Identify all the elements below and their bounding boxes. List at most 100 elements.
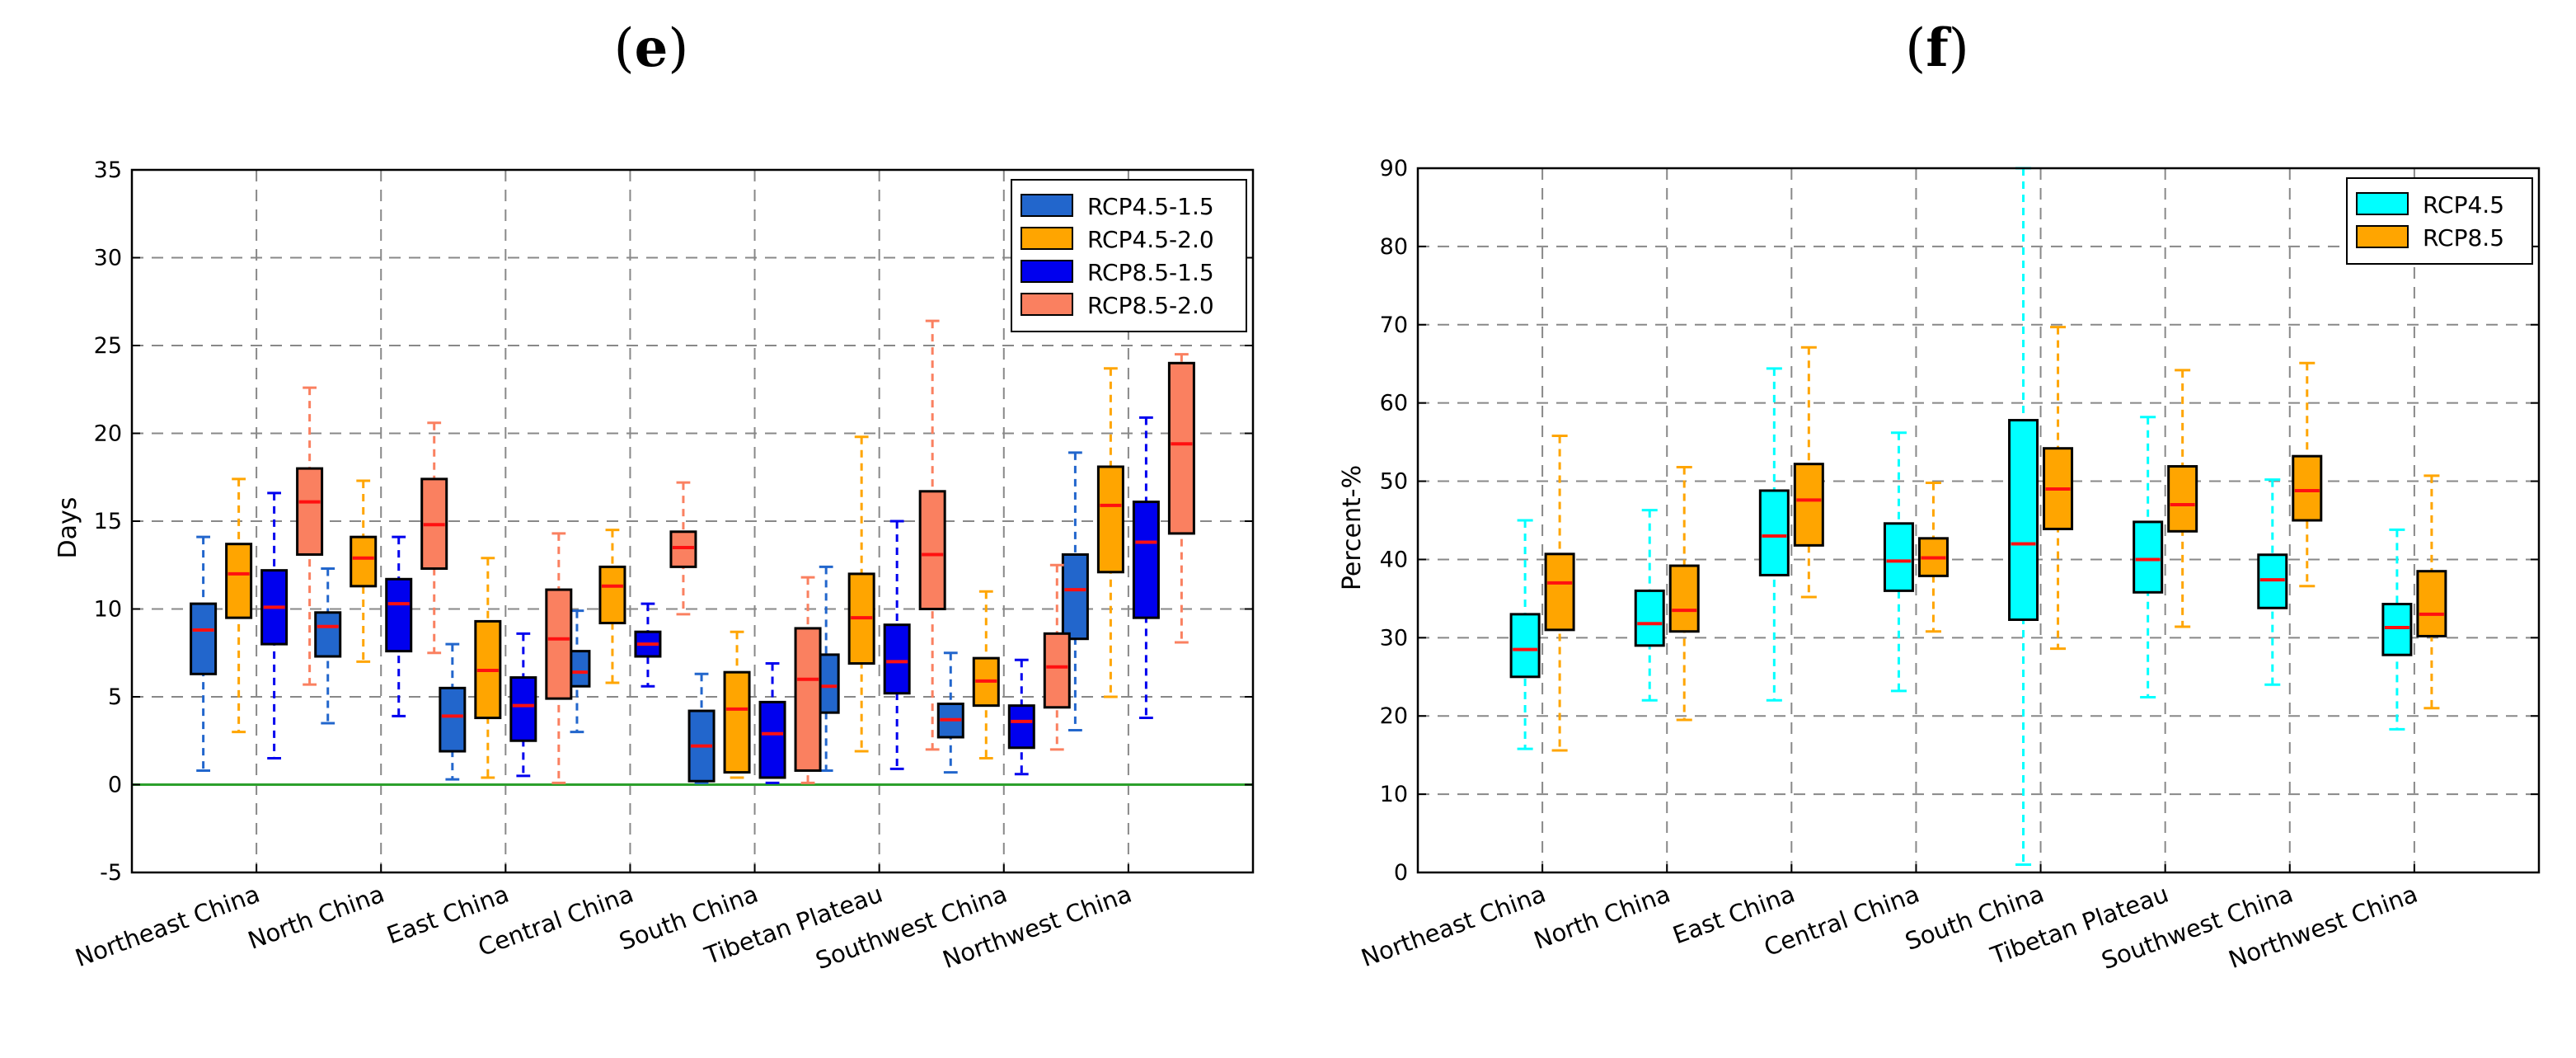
e-box-rcp4-5-2-0 bbox=[1096, 367, 1124, 698]
f-box-rcp4-5 bbox=[2381, 528, 2413, 731]
e-box-rcp4-5-1-5 bbox=[314, 567, 342, 725]
box-iqr bbox=[350, 535, 378, 588]
box-iqr bbox=[598, 565, 626, 625]
box-iqr bbox=[794, 627, 822, 772]
e-legend-label: RCP8.5-2.0 bbox=[1087, 292, 1214, 319]
f-legend-label: RCP8.5 bbox=[2423, 224, 2504, 252]
f-box-rcp8-5 bbox=[1917, 481, 1949, 633]
panel-e-paren-close: ) bbox=[668, 18, 688, 79]
box-iqr bbox=[2292, 454, 2323, 522]
f-category-label: North China bbox=[1530, 880, 1673, 955]
e-box-rcp8-5-1-5 bbox=[758, 662, 786, 784]
box-iqr bbox=[509, 676, 537, 742]
f-legend-swatch bbox=[2356, 225, 2409, 248]
box-iqr bbox=[758, 700, 786, 779]
e-legend-swatch bbox=[1021, 293, 1073, 316]
f-ytick-label: 30 bbox=[1380, 625, 1408, 651]
box-iqr bbox=[190, 602, 218, 675]
f-ytick-label: 10 bbox=[1380, 782, 1408, 807]
e-ytick-label: 5 bbox=[108, 684, 122, 710]
f-box-rcp8-5 bbox=[2043, 326, 2074, 651]
panel-f-paren-open: ( bbox=[1905, 18, 1926, 79]
box-iqr bbox=[1544, 553, 1575, 632]
e-box-rcp4-5-2-0 bbox=[972, 590, 1000, 760]
e-box-rcp4-5-2-0 bbox=[847, 435, 875, 753]
e-box-rcp8-5-2-0 bbox=[1167, 353, 1195, 644]
e-legend-label: RCP4.5-1.5 bbox=[1087, 193, 1214, 220]
e-legend-swatch bbox=[1021, 194, 1073, 217]
panel-f: (f) Percent-% 0 10 20 30 40 50 60 70 80 90 Northea… bbox=[1338, 17, 2541, 975]
box-iqr bbox=[1883, 522, 1914, 592]
f-box-rcp8-5 bbox=[2292, 361, 2323, 588]
box-iqr bbox=[2381, 603, 2413, 656]
panel-f-paren-close: ) bbox=[1949, 18, 1969, 79]
e-box-rcp4-5-2-0 bbox=[598, 529, 626, 684]
panel-f-boxes bbox=[1509, 167, 2447, 867]
e-frame bbox=[130, 168, 1255, 874]
e-legend-swatch bbox=[1021, 260, 1073, 283]
box-iqr bbox=[918, 490, 946, 610]
e-box-rcp8-5-2-0 bbox=[918, 319, 946, 751]
panel-e-legend: RCP4.5-1.5 RCP4.5-2.0 RCP8.5-1.5 RCP8.5-2.0 bbox=[1011, 179, 1247, 332]
e-box-rcp4-5-2-0 bbox=[350, 479, 378, 663]
f-ytick-label: 60 bbox=[1380, 391, 1408, 416]
e-box-rcp8-5-1-5 bbox=[509, 632, 537, 778]
e-box-rcp4-5-1-5 bbox=[1061, 451, 1089, 731]
f-box-rcp4-5 bbox=[1509, 519, 1541, 750]
e-legend-swatch bbox=[1021, 227, 1073, 250]
f-ytick-label: 90 bbox=[1380, 156, 1408, 181]
box-iqr bbox=[1668, 564, 1700, 633]
e-box-rcp4-5-2-0 bbox=[225, 477, 253, 734]
panel-e: (e) Days -5 0 5 10 15 20 25 30 35 Northeast China… bbox=[54, 17, 1255, 975]
box-iqr bbox=[2133, 520, 2164, 594]
f-box-rcp8-5 bbox=[1544, 435, 1575, 752]
f-box-rcp8-5 bbox=[2416, 474, 2447, 710]
e-ytick-label: 10 bbox=[94, 597, 122, 623]
e-box-rcp8-5-2-0 bbox=[1043, 563, 1071, 751]
box-iqr bbox=[2008, 419, 2039, 622]
f-category-label: Northeast China bbox=[1358, 880, 1550, 972]
box-iqr bbox=[1132, 501, 1160, 619]
f-frame bbox=[1416, 167, 2541, 874]
e-box-rcp8-5-2-0 bbox=[420, 421, 448, 655]
e-ytick-label: -5 bbox=[100, 860, 122, 886]
e-box-rcp4-5-1-5 bbox=[936, 651, 964, 774]
panel-e-letter: e bbox=[635, 17, 669, 79]
f-box-rcp4-5 bbox=[2008, 167, 2039, 867]
box-iqr bbox=[1758, 489, 1790, 576]
e-category-label: North China bbox=[244, 880, 387, 955]
e-ytick-label: 15 bbox=[94, 509, 122, 534]
f-ytick-label: 0 bbox=[1394, 860, 1408, 886]
box-iqr bbox=[883, 623, 911, 695]
box-iqr bbox=[1043, 632, 1071, 709]
f-legend-label: RCP4.5 bbox=[2423, 191, 2504, 219]
box-iqr bbox=[723, 670, 751, 774]
panel-f-letter: f bbox=[1926, 17, 1951, 79]
panel-f-grid bbox=[1418, 168, 2539, 872]
f-box-rcp4-5 bbox=[2257, 478, 2288, 686]
e-box-rcp8-5-1-5 bbox=[634, 602, 662, 688]
f-box-rcp4-5 bbox=[2133, 416, 2164, 698]
box-iqr bbox=[1096, 465, 1124, 574]
e-ytick-label: 0 bbox=[108, 773, 122, 798]
e-ytick-label: 30 bbox=[94, 246, 122, 271]
box-iqr bbox=[1167, 361, 1195, 535]
box-iqr bbox=[225, 543, 253, 619]
box-iqr bbox=[1793, 463, 1824, 547]
e-box-rcp8-5-2-0 bbox=[545, 532, 573, 784]
panel-e-paren-open: ( bbox=[614, 18, 635, 79]
f-ytick-label: 80 bbox=[1380, 234, 1408, 260]
f-box-rcp4-5 bbox=[1883, 431, 1914, 693]
e-box-rcp8-5-1-5 bbox=[385, 535, 413, 717]
e-box-rcp8-5-2-0 bbox=[296, 386, 324, 686]
panel-f-legend: RCP4.5 RCP8.5 bbox=[2346, 177, 2533, 265]
f-box-rcp4-5 bbox=[1634, 509, 1665, 702]
box-iqr bbox=[1007, 704, 1035, 750]
e-legend-label: RCP4.5-2.0 bbox=[1087, 226, 1214, 253]
e-ytick-label: 20 bbox=[94, 421, 122, 447]
f-ytick-label: 20 bbox=[1380, 703, 1408, 729]
box-iqr bbox=[314, 611, 342, 658]
e-box-rcp4-5-1-5 bbox=[190, 535, 218, 772]
box-iqr bbox=[439, 686, 467, 753]
box-iqr bbox=[1061, 553, 1089, 641]
